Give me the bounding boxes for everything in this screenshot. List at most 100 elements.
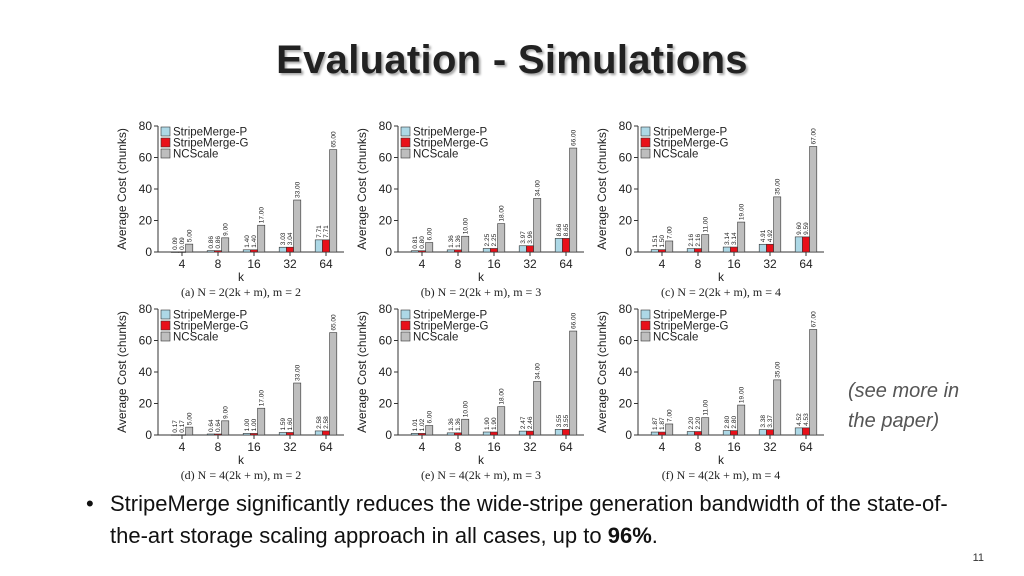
bar xyxy=(490,431,498,436)
data-label: 10.00 xyxy=(462,401,469,418)
data-label: 3.55 xyxy=(563,414,570,427)
y-tick-label: 0 xyxy=(385,245,392,259)
data-label: 9.00 xyxy=(222,406,229,419)
data-label: 0.81 xyxy=(412,236,419,249)
y-axis-label: Average Cost (chunks) xyxy=(115,311,129,433)
bar xyxy=(410,250,419,253)
data-label: 1.02 xyxy=(419,418,426,431)
y-tick-label: 40 xyxy=(379,182,393,196)
bar xyxy=(526,245,534,253)
bullet-dot-icon: • xyxy=(86,491,94,516)
chart-caption: (f) N = 4(2k + m), m = 4 xyxy=(662,468,781,482)
x-tick-label: 32 xyxy=(763,440,777,454)
bar xyxy=(482,431,491,436)
bar xyxy=(665,240,674,253)
bar xyxy=(554,238,563,253)
data-label: 1.01 xyxy=(412,418,419,431)
data-label: 33.00 xyxy=(294,364,301,381)
x-tick-label: 8 xyxy=(215,257,222,271)
data-label: 7.71 xyxy=(323,225,330,238)
bar xyxy=(497,406,506,436)
bar xyxy=(250,433,258,436)
y-tick-label: 0 xyxy=(625,245,632,259)
chart-caption: (e) N = 4(2k + m), m = 3 xyxy=(421,468,541,482)
x-axis-label: k xyxy=(238,270,245,284)
bar xyxy=(178,251,186,253)
y-tick-label: 80 xyxy=(139,302,153,316)
legend-swatch xyxy=(160,331,171,342)
bar xyxy=(257,224,266,253)
x-axis-label: k xyxy=(478,453,485,467)
data-label: 11.00 xyxy=(702,217,709,233)
data-label: 18.00 xyxy=(498,205,505,222)
bar xyxy=(766,243,774,253)
legend-swatch xyxy=(160,126,171,137)
data-label: 6.00 xyxy=(426,411,433,424)
x-tick-label: 32 xyxy=(283,257,297,271)
x-tick-label: 4 xyxy=(179,257,186,271)
x-tick-label: 16 xyxy=(247,440,261,454)
data-label: 3.96 xyxy=(527,231,534,244)
data-label: 35.00 xyxy=(774,361,781,378)
bar xyxy=(490,248,498,253)
legend-label: StripeMerge-G xyxy=(413,321,488,333)
bar xyxy=(802,236,810,253)
bar xyxy=(286,432,294,436)
bar xyxy=(802,427,810,436)
x-tick-label: 32 xyxy=(283,440,297,454)
data-label: 67.00 xyxy=(810,311,817,328)
data-label: 6.00 xyxy=(426,228,433,241)
see-more-note: (see more in the paper) xyxy=(848,376,959,436)
bar xyxy=(221,420,230,436)
bar xyxy=(518,245,527,253)
legend-label: StripeMerge-P xyxy=(413,310,487,322)
data-label: 19.00 xyxy=(738,203,745,220)
data-label: 3.04 xyxy=(287,232,294,245)
y-tick-label: 60 xyxy=(619,151,633,165)
bar xyxy=(730,246,738,253)
bar xyxy=(533,381,542,436)
legend-label: StripeMerge-P xyxy=(653,127,727,139)
bar xyxy=(518,430,527,436)
x-tick-label: 16 xyxy=(487,257,501,271)
bullet-point: • StripeMerge significantly reduces the … xyxy=(86,488,966,552)
x-tick-label: 8 xyxy=(455,257,462,271)
chart-caption: (b) N = 2(2k + m), m = 3 xyxy=(421,285,542,299)
chart-d: 0 20 40 60 80 Average Cost (chunks) 4 0.17 0.17 5… xyxy=(112,299,350,483)
x-tick-label: 16 xyxy=(487,440,501,454)
y-tick-label: 0 xyxy=(145,245,152,259)
data-label: 3.97 xyxy=(520,231,527,244)
data-label: 4.52 xyxy=(796,413,803,426)
data-label: 10.00 xyxy=(462,218,469,235)
legend-swatch xyxy=(400,320,411,331)
bar xyxy=(722,246,731,253)
data-label: 0.80 xyxy=(419,236,426,249)
y-tick-label: 80 xyxy=(139,119,153,133)
data-label: 1.00 xyxy=(244,418,251,431)
x-tick-label: 16 xyxy=(727,257,741,271)
data-label: 1.40 xyxy=(244,235,251,248)
bar xyxy=(242,433,251,436)
bar xyxy=(701,234,710,253)
y-tick-label: 0 xyxy=(385,428,392,442)
data-label: 1.36 xyxy=(455,235,462,248)
bar xyxy=(533,198,542,253)
data-label: 1.90 xyxy=(484,417,491,430)
bar xyxy=(737,221,746,253)
x-axis-label: k xyxy=(238,453,245,467)
note-line-2: the paper) xyxy=(848,410,940,432)
legend-label: NCScale xyxy=(413,149,458,161)
bar xyxy=(446,249,455,253)
bar xyxy=(694,248,702,253)
x-tick-label: 4 xyxy=(179,440,186,454)
data-label: 2.58 xyxy=(316,416,323,429)
bar xyxy=(293,199,302,253)
data-label: 1.40 xyxy=(251,235,258,248)
y-axis-label: Average Cost (chunks) xyxy=(355,311,369,433)
bar xyxy=(665,423,674,436)
bar xyxy=(314,430,323,436)
x-tick-label: 32 xyxy=(523,257,537,271)
x-axis-label: k xyxy=(718,270,725,284)
